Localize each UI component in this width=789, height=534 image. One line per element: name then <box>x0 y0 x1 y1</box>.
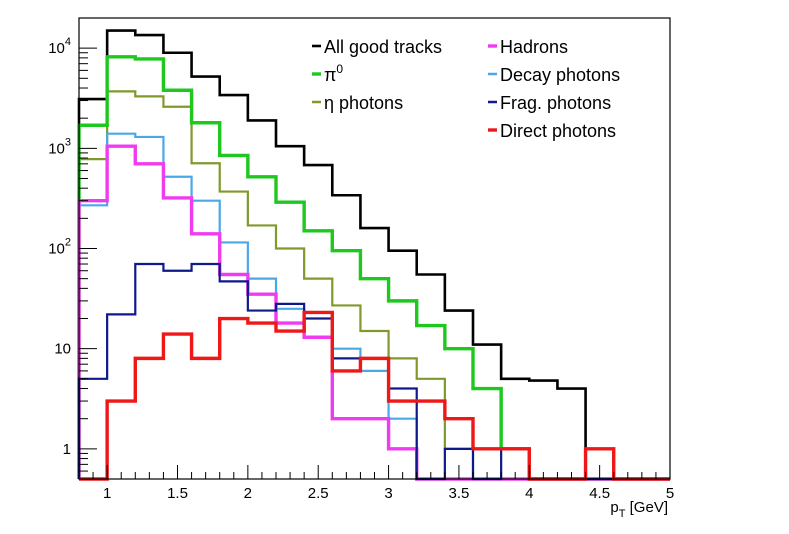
legend-label-pi0: π0 <box>324 62 343 85</box>
legend-label-superscript: 0 <box>336 62 343 76</box>
x-tick-label: 2.5 <box>308 485 329 502</box>
x-tick-label: 3 <box>384 485 392 502</box>
y-tick-base: 10 <box>48 40 65 57</box>
x-tick-label: 1.5 <box>167 485 188 502</box>
legend-label-direct: Direct photons <box>500 121 616 141</box>
y-tick-exponent: 4 <box>65 36 71 48</box>
legend-label-text: Direct photons <box>500 121 616 141</box>
y-tick-label: 104 <box>48 36 71 57</box>
x-tick-label: 4.5 <box>589 485 610 502</box>
y-tick-exponent: 3 <box>65 136 71 148</box>
legend-label-text: Decay photons <box>500 65 620 85</box>
x-axis-label-unit: [GeV] <box>625 499 668 516</box>
x-tick-label: 5 <box>666 485 674 502</box>
legend-label-text: Hadrons <box>500 37 568 57</box>
legend-label-text: Frag. photons <box>500 93 611 113</box>
y-tick-label: 10 <box>54 341 71 358</box>
legend-label-decay: Decay photons <box>500 65 620 85</box>
legend-label-eta: η photons <box>324 93 403 113</box>
y-tick-label: 103 <box>48 136 71 157</box>
x-tick-label: 3.5 <box>448 485 469 502</box>
y-tick-exponent: 2 <box>65 237 71 249</box>
x-axis-label-subscript: T <box>619 508 626 520</box>
x-tick-label: 2 <box>244 485 252 502</box>
legend-label-all: All good tracks <box>324 37 442 57</box>
legend-label-text: η photons <box>324 93 403 113</box>
legend-label-text: π <box>324 65 336 85</box>
y-tick-base: 10 <box>48 241 65 258</box>
legend-label-hadrons: Hadrons <box>500 37 568 57</box>
x-axis-label: pT [GeV] <box>610 499 668 520</box>
x-tick-label: 4 <box>525 485 533 502</box>
series-all-line <box>77 29 670 481</box>
series-layer <box>77 29 670 481</box>
legend: All good tracks π0 η photons Hadrons Decay p… <box>312 37 620 141</box>
y-tick-base: 1 <box>63 441 71 458</box>
y-tick-base: 10 <box>48 140 65 157</box>
y-tick-label: 102 <box>48 237 71 258</box>
tick-layer <box>78 17 671 480</box>
legend-label-frag: Frag. photons <box>500 93 611 113</box>
legend-label-text: All good tracks <box>324 37 442 57</box>
x-tick-label: 1 <box>103 485 111 502</box>
y-tick-base: 10 <box>54 341 71 358</box>
y-tick-label: 1 <box>63 441 71 458</box>
x-axis-label-main: p <box>610 499 618 516</box>
